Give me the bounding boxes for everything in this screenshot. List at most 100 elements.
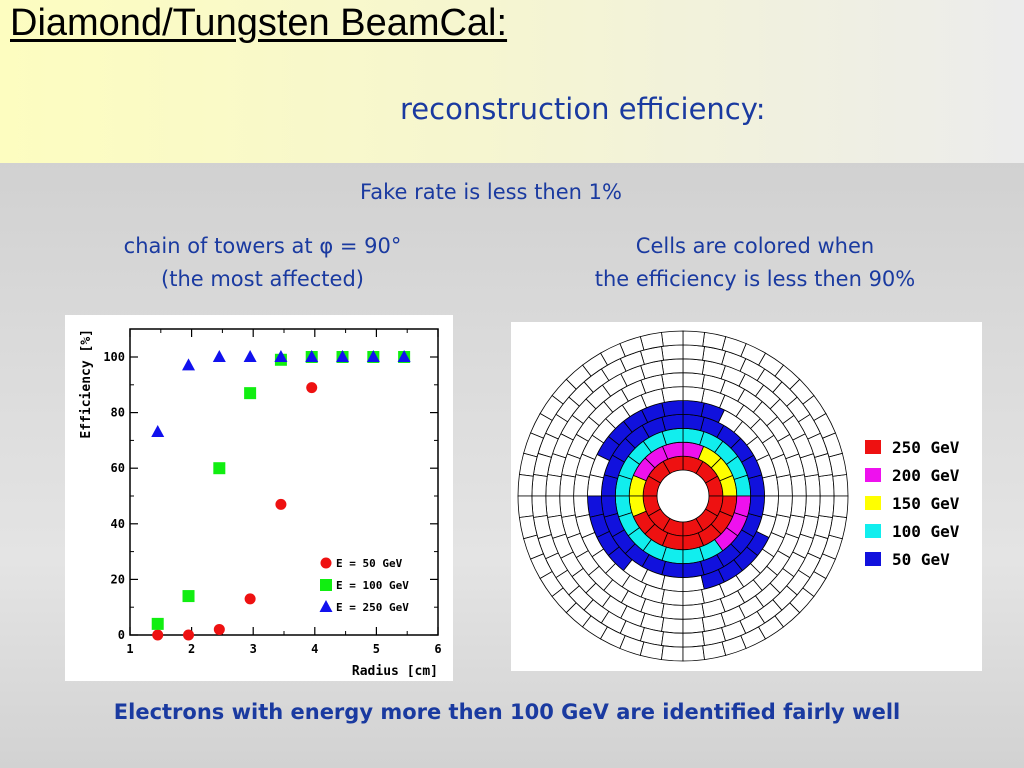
calorimeter-cell xyxy=(682,358,705,375)
calorimeter-cell xyxy=(682,386,705,403)
calorimeter-cell xyxy=(762,474,779,497)
legend-marker-triangle xyxy=(319,600,333,612)
legend-swatch xyxy=(865,524,881,538)
calorimeter-cell xyxy=(661,589,684,606)
cell-efficiency-map: 250 GeV 200 GeV 150 GeV 100 GeV 50 GeV xyxy=(517,330,960,662)
data-point-square xyxy=(244,387,257,400)
calorimeter-cell xyxy=(587,474,604,497)
legend-label: 200 GeV xyxy=(892,466,960,485)
data-point-triangle xyxy=(182,358,196,371)
data-point-circle xyxy=(152,629,164,641)
calorimeter-cell xyxy=(531,495,548,518)
legend-marker-circle xyxy=(320,557,332,569)
calorimeter-cell xyxy=(661,358,684,375)
efficiency-plot-panel: 1 2 3 4 5 6 0 20 40 60 80 100 Radius [cm] Efficiency … xyxy=(65,315,453,681)
calorimeter-cell xyxy=(682,603,705,620)
calorimeter-cell xyxy=(790,495,807,518)
calorimeter-cell xyxy=(573,474,590,497)
legend-label: E = 250 GeV xyxy=(336,601,409,614)
calorimeter-cell xyxy=(682,617,705,634)
calorimeter-cell xyxy=(762,495,779,518)
legend-swatch xyxy=(865,440,881,454)
calorimeter-cell xyxy=(804,474,821,497)
legend-label: 100 GeV xyxy=(892,522,960,541)
calorimeter-cell xyxy=(776,474,793,497)
calorimeter-cell xyxy=(682,344,705,361)
right-caption-line2: the efficiency is less then 90% xyxy=(594,267,916,291)
calorimeter-cell xyxy=(517,495,534,518)
legend-label: 250 GeV xyxy=(892,438,960,457)
legend-label: E = 50 GeV xyxy=(336,557,403,570)
calorimeter-cell xyxy=(818,474,835,497)
calorimeter-cell xyxy=(832,474,849,497)
data-point-circle xyxy=(244,593,256,605)
calorimeter-cell xyxy=(804,495,821,518)
calorimeter-cell xyxy=(747,495,766,518)
calorimeter-cell xyxy=(559,474,576,497)
calorimeter-cell xyxy=(661,603,684,620)
data-point-triangle xyxy=(243,350,257,362)
calorimeter-cell xyxy=(682,400,705,417)
legend-marker-square xyxy=(320,579,332,591)
right-caption-line1: Cells are colored when xyxy=(635,234,875,258)
conclusion-text: Electrons with energy more then 100 GeV … xyxy=(113,700,901,724)
data-point-circle xyxy=(275,498,287,510)
slide-subtitle: reconstruction efficiency: xyxy=(400,92,766,126)
calorimeter-cell xyxy=(661,400,684,417)
fake-rate-text: Fake rate is less then 1% xyxy=(360,180,622,204)
legend-label: 150 GeV xyxy=(892,494,960,513)
left-caption: chain of towers at φ = 90° (the most aff… xyxy=(60,230,465,296)
calorimeter-cell xyxy=(661,631,684,648)
data-point-triangle xyxy=(274,350,288,362)
x-tick-label: 2 xyxy=(188,642,195,656)
legend-label: 50 GeV xyxy=(892,550,950,569)
legend-swatch xyxy=(865,552,881,566)
data-point-circle xyxy=(306,382,318,394)
x-axis-label: Radius [cm] xyxy=(352,664,438,679)
y-tick-label: 100 xyxy=(103,350,125,364)
x-tick-label: 1 xyxy=(126,642,133,656)
calorimeter-cell xyxy=(661,386,684,403)
legend-swatch xyxy=(865,496,881,510)
calorimeter-cell xyxy=(531,474,548,497)
y-tick-label: 0 xyxy=(118,628,125,642)
data-point-triangle xyxy=(366,350,380,362)
calorimeter-cell xyxy=(573,495,590,518)
x-tick-label: 5 xyxy=(373,642,380,656)
legend-label: E = 100 GeV xyxy=(336,579,409,592)
calorimeter-cell xyxy=(587,495,604,518)
data-point-circle xyxy=(183,629,195,641)
calorimeter-cell xyxy=(682,631,705,648)
data-point-triangle xyxy=(336,350,350,362)
calorimeter-cell xyxy=(776,495,793,518)
y-tick-label: 80 xyxy=(111,406,125,420)
y-tick-label: 40 xyxy=(111,517,125,531)
calorimeter-cell xyxy=(600,474,619,497)
calorimeter-cell xyxy=(559,495,576,518)
data-point-triangle xyxy=(397,350,411,362)
right-caption: Cells are colored when the efficiency is… xyxy=(540,230,970,296)
y-tick-label: 60 xyxy=(111,461,125,475)
calorimeter-cell xyxy=(661,372,684,389)
calorimeter-cell xyxy=(661,645,684,662)
calorimeter-cell xyxy=(682,575,705,592)
calorimeter-cell xyxy=(545,474,562,497)
header-band: Diamond/Tungsten BeamCal: reconstruction… xyxy=(0,0,1024,163)
calorimeter-cell xyxy=(682,330,705,347)
calorimeter-cell xyxy=(661,344,684,361)
calorimeter-cell xyxy=(832,495,849,518)
calorimeter-cell xyxy=(682,372,705,389)
calorimeter-cell xyxy=(790,474,807,497)
data-point-square xyxy=(182,590,195,603)
calorimeter-cell xyxy=(682,413,705,432)
calorimeter-cell xyxy=(682,645,705,662)
calorimeter-cell xyxy=(661,617,684,634)
calorimeter-cell xyxy=(661,575,684,592)
y-tick-label: 20 xyxy=(111,572,125,586)
data-point-triangle xyxy=(305,350,319,362)
x-tick-label: 4 xyxy=(311,642,318,656)
cell-map-panel: 250 GeV 200 GeV 150 GeV 100 GeV 50 GeV xyxy=(511,322,982,671)
left-caption-line2: (the most affected) xyxy=(161,267,364,291)
calorimeter-cell xyxy=(545,495,562,518)
